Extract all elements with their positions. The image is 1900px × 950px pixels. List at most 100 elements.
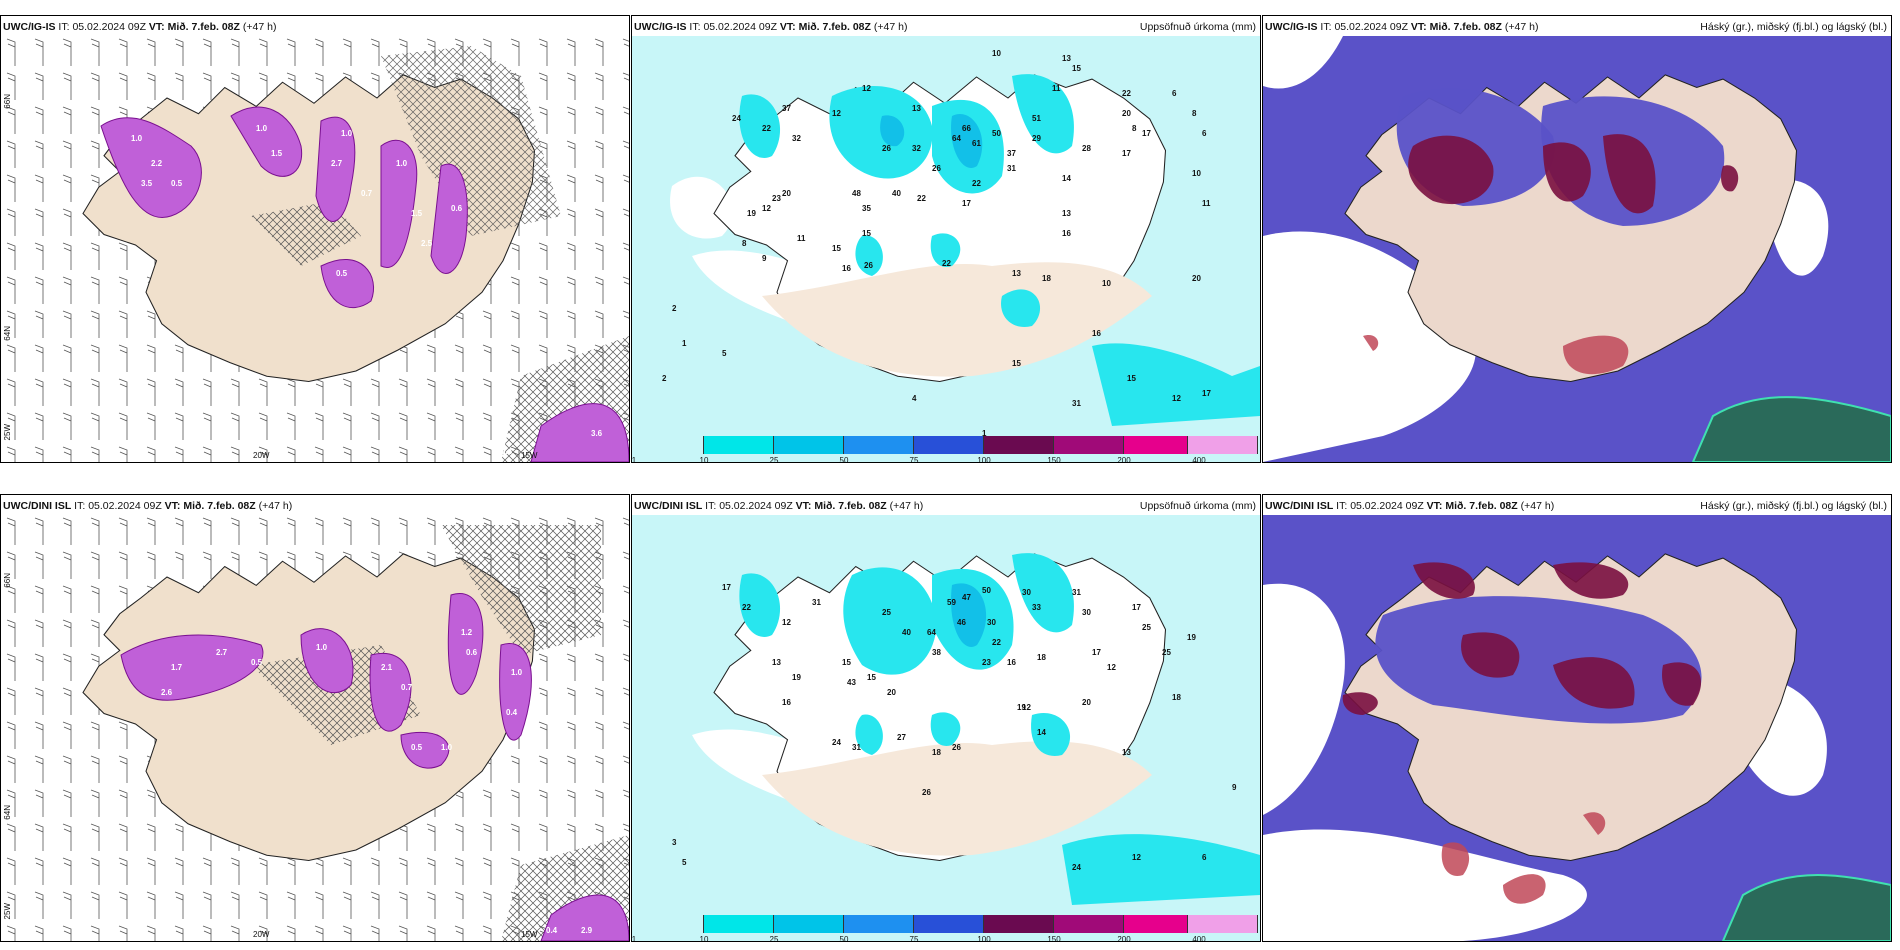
panel-header: UWC/IG-IS IT: 05.02.2024 09Z VT: Mið. 7.… <box>3 21 277 33</box>
svg-text:48: 48 <box>852 189 861 198</box>
svg-text:24: 24 <box>832 738 841 747</box>
svg-text:27: 27 <box>897 733 906 742</box>
svg-text:31: 31 <box>1072 399 1081 408</box>
lat-label: 66N <box>3 94 12 109</box>
precip-map: 17 22 31 12 30 25 40 33 59 47 50 31 30 1… <box>632 515 1260 941</box>
lon-label: 15W <box>521 930 538 939</box>
svg-text:16: 16 <box>1007 658 1016 667</box>
panel-precip-dini: UWC/DINI ISL IT: 05.02.2024 09Z VT: Mið.… <box>631 494 1261 942</box>
svg-text:17: 17 <box>1142 129 1151 138</box>
svg-text:14: 14 <box>1062 174 1071 183</box>
svg-text:25: 25 <box>1142 623 1151 632</box>
svg-text:26: 26 <box>864 261 873 270</box>
svg-text:31: 31 <box>852 743 861 752</box>
svg-text:22: 22 <box>942 259 951 268</box>
svg-text:8: 8 <box>1132 124 1137 133</box>
svg-text:25: 25 <box>1162 648 1171 657</box>
svg-text:2: 2 <box>672 304 677 313</box>
svg-text:0.5: 0.5 <box>251 658 263 667</box>
svg-text:0.6: 0.6 <box>451 204 463 213</box>
svg-text:1.0: 1.0 <box>341 129 353 138</box>
svg-text:26: 26 <box>932 164 941 173</box>
svg-text:11: 11 <box>797 234 806 243</box>
svg-text:22: 22 <box>762 124 771 133</box>
svg-text:8: 8 <box>1192 109 1197 118</box>
svg-text:13: 13 <box>1062 209 1071 218</box>
svg-text:13: 13 <box>1122 748 1131 757</box>
cloud-map <box>1263 515 1891 941</box>
svg-text:29: 29 <box>1032 134 1041 143</box>
svg-text:0.5: 0.5 <box>411 743 423 752</box>
wind-snow-map: 2.7 1.7 2.6 0.5 1.0 2.1 0.7 1.2 0.6 1.0 … <box>1 515 629 941</box>
panel-header: UWC/DINI ISL IT: 05.02.2024 09Z VT: Mið.… <box>1265 500 1555 512</box>
svg-text:9: 9 <box>1232 783 1237 792</box>
svg-text:51: 51 <box>1032 114 1041 123</box>
svg-text:1.0: 1.0 <box>441 743 453 752</box>
svg-text:0.6: 0.6 <box>466 648 478 657</box>
svg-text:1.0: 1.0 <box>256 124 268 133</box>
svg-text:6: 6 <box>1172 89 1177 98</box>
precip-legend: 1 10 25 50 75 100 150 200 400 <box>632 436 1258 462</box>
svg-text:2.1: 2.1 <box>381 663 393 672</box>
svg-text:40: 40 <box>892 189 901 198</box>
svg-text:33: 33 <box>1032 603 1041 612</box>
svg-text:40: 40 <box>902 628 911 637</box>
lon-label: 20W <box>253 930 270 939</box>
svg-text:20: 20 <box>782 189 791 198</box>
svg-text:32: 32 <box>912 144 921 153</box>
svg-text:4: 4 <box>912 394 917 403</box>
svg-text:37: 37 <box>782 104 791 113</box>
svg-text:59: 59 <box>947 598 956 607</box>
svg-text:10: 10 <box>992 49 1001 58</box>
svg-text:1.7: 1.7 <box>171 663 183 672</box>
panel-clouds-igis: UWC/IG-IS IT: 05.02.2024 09Z VT: Mið. 7.… <box>1262 15 1892 463</box>
svg-text:22: 22 <box>917 194 926 203</box>
svg-text:15: 15 <box>867 673 876 682</box>
lat-label: 64N <box>3 805 12 820</box>
svg-text:15: 15 <box>1127 374 1136 383</box>
svg-text:0.4: 0.4 <box>501 447 513 456</box>
panel-wind-snow-dini: UWC/DINI ISL IT: 05.02.2024 09Z VT: Mið.… <box>0 494 630 942</box>
svg-text:47: 47 <box>962 593 971 602</box>
svg-text:24: 24 <box>1072 863 1081 872</box>
svg-text:17: 17 <box>722 583 731 592</box>
svg-text:18: 18 <box>1037 653 1046 662</box>
svg-text:12: 12 <box>832 109 841 118</box>
svg-text:12: 12 <box>762 204 771 213</box>
panel-wind-snow-igis: UWC/IG-IS IT: 05.02.2024 09Z VT: Mið. 7.… <box>0 15 630 463</box>
svg-text:15: 15 <box>842 658 851 667</box>
svg-text:11: 11 <box>1202 199 1211 208</box>
svg-text:13: 13 <box>912 104 921 113</box>
panel-clouds-dini: UWC/DINI ISL IT: 05.02.2024 09Z VT: Mið.… <box>1262 494 1892 942</box>
precip-map: 10 13 15 12 11 22 20 8 6 8 6 17 37 22 24… <box>632 36 1260 462</box>
panel-title: Uppsöfnuð úrkoma (mm) <box>1139 500 1256 512</box>
svg-text:10: 10 <box>1102 279 1111 288</box>
svg-text:28: 28 <box>1082 144 1091 153</box>
svg-text:0.4: 0.4 <box>546 926 558 935</box>
svg-text:17: 17 <box>1122 149 1131 158</box>
svg-text:2.7: 2.7 <box>331 159 343 168</box>
svg-text:66: 66 <box>962 124 971 133</box>
svg-text:12: 12 <box>862 84 871 93</box>
svg-text:15: 15 <box>832 244 841 253</box>
svg-text:64: 64 <box>927 628 936 637</box>
svg-text:16: 16 <box>782 698 791 707</box>
svg-text:1.5: 1.5 <box>411 209 423 218</box>
lat-label: 64N <box>3 326 12 341</box>
svg-text:18: 18 <box>1172 693 1181 702</box>
svg-text:2.9: 2.9 <box>581 926 593 935</box>
svg-text:31: 31 <box>1072 588 1081 597</box>
svg-text:0.7: 0.7 <box>401 683 413 692</box>
lat-label: 66N <box>3 573 12 588</box>
svg-text:15: 15 <box>1012 359 1021 368</box>
svg-text:1: 1 <box>982 429 987 438</box>
svg-text:22: 22 <box>742 603 751 612</box>
svg-text:18: 18 <box>932 748 941 757</box>
svg-text:17: 17 <box>962 199 971 208</box>
svg-text:1.0: 1.0 <box>131 134 143 143</box>
svg-text:23: 23 <box>772 194 781 203</box>
svg-text:16: 16 <box>1062 229 1071 238</box>
svg-text:2.5: 2.5 <box>421 239 433 248</box>
svg-text:12: 12 <box>1022 703 1031 712</box>
svg-text:61: 61 <box>972 139 981 148</box>
